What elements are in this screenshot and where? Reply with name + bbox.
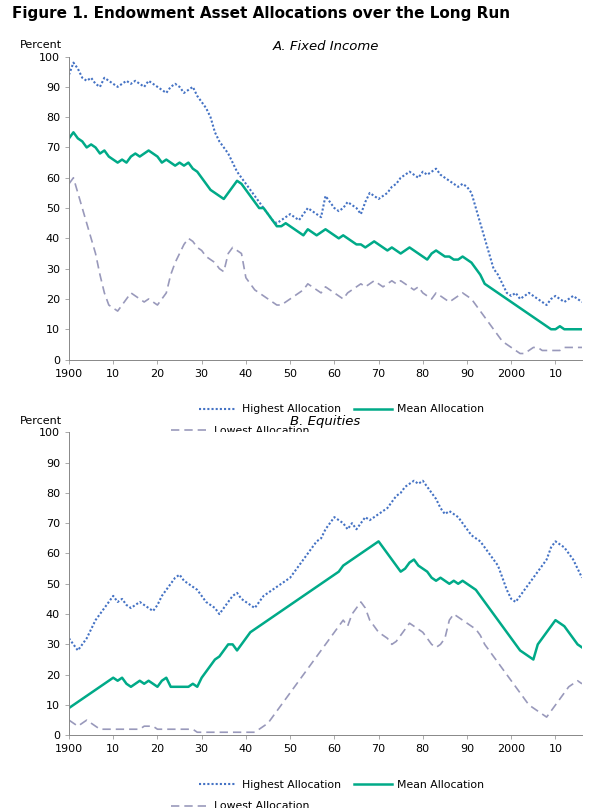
Legend: Lowest Allocation: Lowest Allocation bbox=[171, 802, 310, 808]
Legend: Lowest Allocation: Lowest Allocation bbox=[171, 426, 310, 436]
Title: B. Equities: B. Equities bbox=[290, 415, 361, 428]
Text: Percent: Percent bbox=[20, 415, 62, 426]
Title: A. Fixed Income: A. Fixed Income bbox=[272, 40, 379, 53]
Text: Figure 1. Endowment Asset Allocations over the Long Run: Figure 1. Endowment Asset Allocations ov… bbox=[12, 6, 510, 22]
Text: Percent: Percent bbox=[20, 40, 62, 50]
